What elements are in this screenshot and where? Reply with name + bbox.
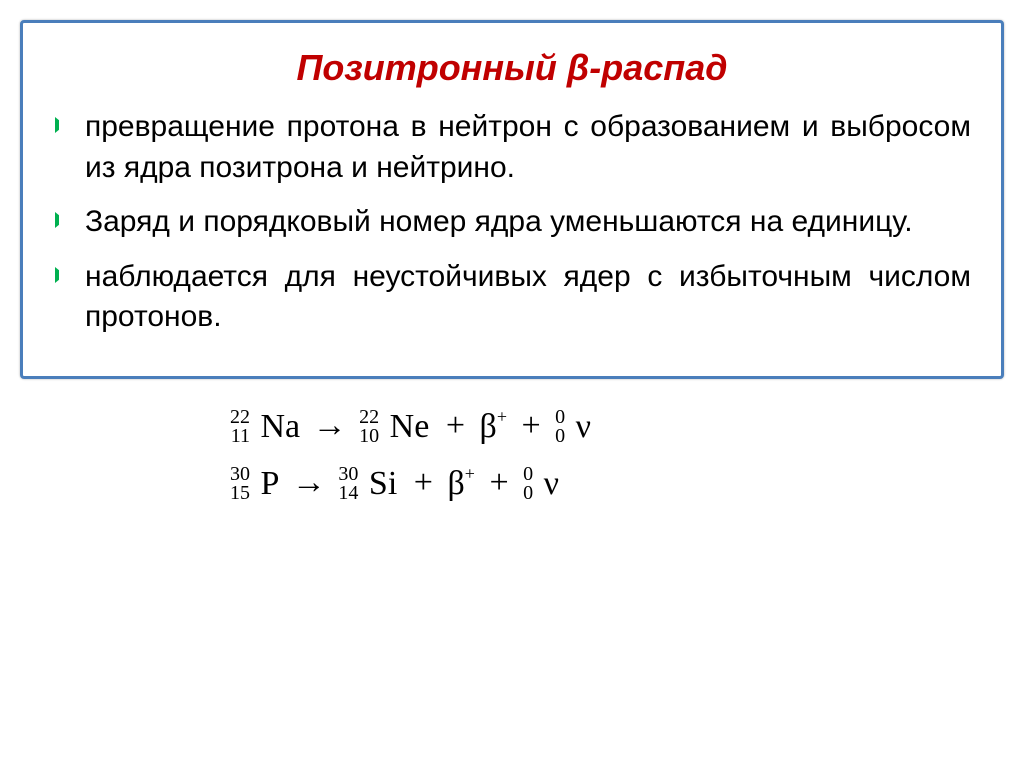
bullet-item: наблюдается для неустойчивых ядер с избы… [53, 257, 971, 338]
plus-sign: + [489, 464, 508, 502]
nuclide-lhs: 30 15 P [230, 463, 279, 503]
beta-symbol: β [447, 465, 464, 503]
plus-sign: + [414, 464, 433, 502]
beta-symbol: β [480, 408, 497, 446]
plus-sign: + [446, 407, 465, 445]
element-symbol: P [261, 465, 280, 503]
beta-particle: β+ [447, 463, 474, 503]
neutrino: 0 0 ν [555, 406, 591, 446]
plus-sign: + [521, 407, 540, 445]
equations-block: 22 11 Na → 22 10 Ne + β+ + 0 0 ν [230, 405, 1004, 504]
neutrino-symbol: ν [576, 408, 591, 446]
atomic-number: 10 [359, 427, 379, 446]
equation-row: 22 11 Na → 22 10 Ne + β+ + 0 0 ν [230, 405, 1004, 446]
atomic-number: 0 [555, 427, 565, 446]
mass-number: 22 [230, 408, 250, 427]
atomic-number: 14 [338, 484, 358, 503]
neutrino: 0 0 ν [523, 463, 559, 503]
bullet-item: превращение протона в нейтрон с образова… [53, 107, 971, 188]
slide-box: Позитронный β-распад превращение протона… [20, 20, 1004, 379]
element-symbol: Ne [390, 408, 430, 446]
equation-row: 30 15 P → 30 14 Si + β+ + 0 0 ν [230, 462, 1004, 503]
nuclide-lhs: 22 11 Na [230, 406, 300, 446]
arrow-icon: → [292, 464, 326, 502]
element-symbol: Si [369, 465, 397, 503]
slide-title: Позитронный β-распад [53, 47, 971, 89]
atomic-number: 15 [230, 484, 250, 503]
nuclide-rhs: 22 10 Ne [359, 406, 429, 446]
mass-number: 0 [555, 408, 565, 427]
bullet-list: превращение протона в нейтрон с образова… [53, 107, 971, 338]
beta-superscript: + [497, 406, 507, 426]
neutrino-symbol: ν [544, 465, 559, 503]
bullet-item: Заряд и порядковый номер ядра уменьшаютс… [53, 202, 971, 243]
arrow-icon: → [313, 407, 347, 445]
atomic-number: 11 [230, 427, 250, 446]
beta-particle: β+ [480, 406, 507, 446]
nuclide-rhs: 30 14 Si [338, 463, 397, 503]
mass-number: 22 [359, 408, 379, 427]
element-symbol: Na [261, 408, 301, 446]
atomic-number: 0 [523, 484, 533, 503]
beta-superscript: + [465, 464, 475, 484]
